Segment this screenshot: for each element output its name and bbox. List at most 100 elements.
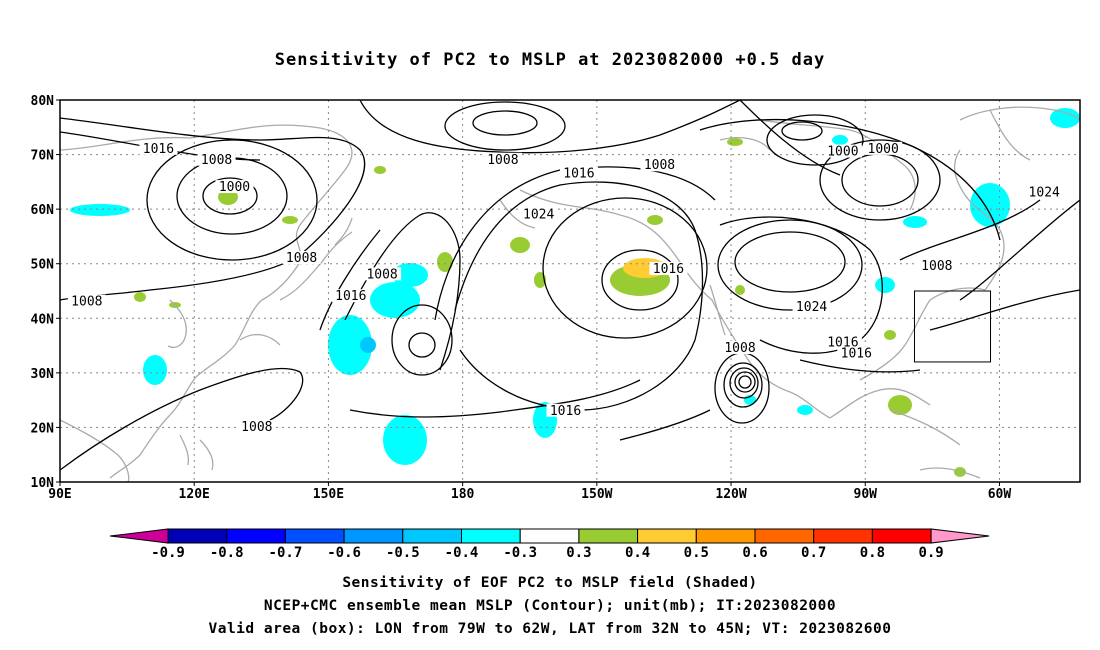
caption-line-1: Sensitivity of EOF PC2 to MSLP field (Sh… xyxy=(342,575,758,591)
shading-patch xyxy=(735,285,745,295)
coastlines xyxy=(60,106,1080,482)
colorbar-label: -0.7 xyxy=(269,545,303,561)
contour-label: 1016 xyxy=(143,142,174,157)
contour-label: 1000 xyxy=(219,180,250,195)
page-title: Sensitivity of PC2 to MSLP at 2023082000… xyxy=(274,50,826,70)
colorbar-bin xyxy=(813,528,873,544)
contour-label-bg xyxy=(483,152,522,166)
contour-label-bg xyxy=(721,341,759,355)
colorbar-label: -0.6 xyxy=(327,545,361,561)
contour-label-bg xyxy=(215,180,254,194)
lat-label: 20N xyxy=(31,421,55,436)
contour-label: 1016 xyxy=(550,404,581,419)
contour-label: 1008 xyxy=(921,259,952,274)
contour-label: 1008 xyxy=(724,341,755,356)
valid-area-box xyxy=(913,290,992,363)
colorbar-label: 0.6 xyxy=(742,545,767,561)
contour-label-bg xyxy=(237,420,276,434)
lon-label: 60W xyxy=(988,487,1012,502)
shading-patch xyxy=(797,405,813,415)
shading-patch xyxy=(888,395,912,415)
colorbar-bin xyxy=(226,528,286,544)
lon-label: 180 xyxy=(451,487,475,502)
shading-patch xyxy=(875,277,895,293)
contour-label-bg xyxy=(823,144,862,158)
contour-label-bg xyxy=(559,166,598,180)
contour-label: 1016 xyxy=(563,166,594,181)
colorbar-bin xyxy=(871,528,932,544)
contour-label-bg xyxy=(519,207,558,221)
lat-label: 60N xyxy=(31,203,55,218)
colorbar-bin xyxy=(461,528,521,544)
contour-label: 1016 xyxy=(653,262,684,277)
colorbar-bin xyxy=(695,528,756,544)
shading-patch xyxy=(832,135,848,145)
contour-label-bg xyxy=(917,259,956,273)
colorbar-label: 0.5 xyxy=(684,545,709,561)
shading-patch xyxy=(328,315,372,375)
lat-label: 80N xyxy=(31,94,55,109)
colorbar-label: -0.5 xyxy=(386,545,420,561)
contour-label-bg xyxy=(331,289,370,303)
lon-label: 120E xyxy=(179,487,210,502)
colorbar-label: 0.8 xyxy=(860,545,885,561)
shading-patch xyxy=(903,216,927,228)
shading-patch xyxy=(383,415,427,465)
lon-label: 120W xyxy=(715,487,746,502)
shading-patch xyxy=(143,355,167,385)
colorbar-label: 0.9 xyxy=(918,545,943,561)
colorbar-bin xyxy=(637,528,697,544)
colorbar-label: -0.4 xyxy=(445,545,479,561)
colorbar-bin xyxy=(578,528,639,544)
colorbar-label: -0.8 xyxy=(210,545,244,561)
contour-label-bg xyxy=(1025,185,1064,199)
shading-patch xyxy=(134,292,146,302)
shading-patch xyxy=(360,337,376,353)
contour-label: 1024 xyxy=(1029,186,1060,201)
longitude-labels: 90E 120E 150E 180 150W 120W 90W 60W xyxy=(48,482,1011,502)
caption-line-3: Valid area (box): LON from 79W to 62W, L… xyxy=(208,621,892,637)
contour-label: 1008 xyxy=(366,267,397,282)
contour-label: 1008 xyxy=(286,251,317,266)
contour-label: 1024 xyxy=(523,207,554,222)
contour-label-bg xyxy=(363,267,402,281)
contour-label: 1016 xyxy=(335,289,366,304)
contour-labels: 1016100810001008101610081008100810081016… xyxy=(67,141,1064,435)
colorbar-high-arrow xyxy=(930,528,990,544)
shading-patch xyxy=(647,215,663,225)
contour-label-bg xyxy=(837,346,876,360)
sensitivity-shading xyxy=(70,108,1080,477)
shading-patch xyxy=(970,183,1010,227)
contour-label: 1000 xyxy=(827,145,858,160)
colorbar-label: 0.3 xyxy=(566,545,591,561)
contour-label-bg xyxy=(640,158,679,172)
contour-label: 1024 xyxy=(796,300,827,315)
shading-patch xyxy=(884,330,896,340)
contour-label-bg xyxy=(649,261,688,275)
map-frame xyxy=(59,99,1081,483)
colorbar-bin xyxy=(284,528,345,544)
contour-label-bg xyxy=(282,250,321,264)
contour-label-bg xyxy=(546,403,585,417)
contour-label: 1008 xyxy=(644,158,675,173)
lon-label: 150W xyxy=(581,487,612,502)
shading-patch xyxy=(510,237,530,253)
lat-label: 50N xyxy=(31,258,55,273)
contour-label-bg xyxy=(197,152,236,166)
shading-patch xyxy=(1050,108,1080,128)
contour-label: 1000 xyxy=(868,142,899,157)
shading-patch xyxy=(70,204,130,216)
contour-label: 1008 xyxy=(71,295,102,310)
shading-patch xyxy=(727,138,743,146)
contour-label: 1008 xyxy=(241,420,272,435)
contour-label-bg xyxy=(823,335,862,349)
lat-label: 10N xyxy=(31,476,55,491)
contour-label: 1008 xyxy=(201,153,232,168)
lon-label: 90E xyxy=(48,487,71,502)
lon-label: 90W xyxy=(854,487,878,502)
caption-line-2: NCEP+CMC ensemble mean MSLP (Contour); u… xyxy=(263,598,837,614)
colorbar-bin xyxy=(167,528,228,544)
contour-label-bg xyxy=(792,300,831,314)
lat-label: 70N xyxy=(31,149,55,164)
